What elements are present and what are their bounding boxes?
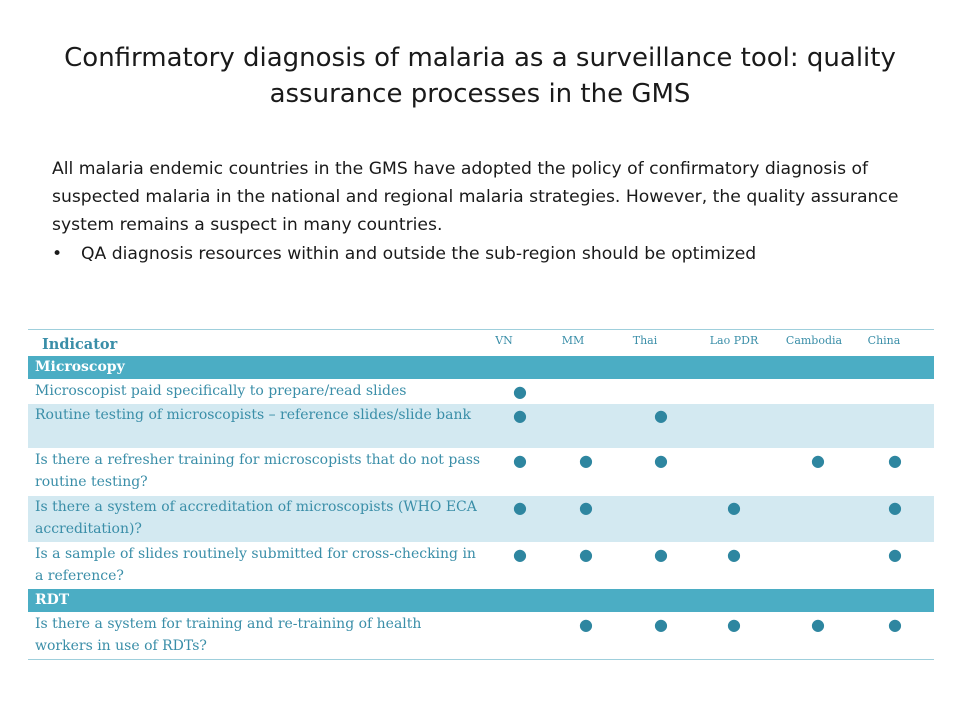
mark-mm-icon: ● — [579, 545, 593, 564]
mark-thai-icon: ● — [654, 451, 668, 470]
column-header-lao-pdr: Lao PDR — [709, 334, 759, 347]
table-row: Is there a system for training and re-tr… — [28, 612, 934, 660]
row-label: Routine testing of microscopists – refer… — [35, 407, 471, 423]
row-label: Is there a system of accreditation of mi… — [35, 499, 477, 537]
table-row: Is there a system of accreditation of mi… — [28, 495, 934, 542]
indicator-table: Indicator VN MM Thai Lao PDR Cambodia Ch… — [28, 329, 934, 660]
slide-title: Confirmatory diagnosis of malaria as a s… — [64, 43, 896, 109]
bullet-icon: • — [52, 244, 63, 264]
mark-china-icon: ● — [888, 545, 902, 564]
mark-mm-icon: ● — [579, 451, 593, 470]
table-row: Microscopist paid specifically to prepar… — [28, 379, 934, 403]
mark-cambodia-icon: ● — [811, 451, 825, 470]
section-row-rdt: RDT — [28, 589, 934, 612]
bullet-item: • QA diagnosis resources within and outs… — [52, 240, 932, 268]
intro-paragraph: All malaria endemic countries in the GMS… — [52, 159, 899, 235]
indicator-header: Indicator — [42, 336, 118, 353]
table-row: Is there a refresher training for micros… — [28, 448, 934, 495]
row-label: Is there a refresher training for micros… — [35, 452, 481, 490]
mark-vn-icon: ● — [513, 545, 527, 564]
mark-china-icon: ● — [888, 615, 902, 634]
mark-lao-pdr-icon: ● — [727, 615, 741, 634]
table-row: Is a sample of slides routinely submitte… — [28, 542, 934, 589]
column-header-cambodia: Cambodia — [785, 334, 843, 347]
mark-thai-icon: ● — [654, 545, 668, 564]
mark-thai-icon: ● — [654, 615, 668, 634]
mark-mm-icon: ● — [579, 498, 593, 517]
column-header-mm: MM — [561, 334, 585, 347]
mark-lao-pdr-icon: ● — [727, 545, 741, 564]
mark-vn-icon: ● — [513, 451, 527, 470]
mark-vn-icon: ● — [513, 498, 527, 517]
mark-china-icon: ● — [888, 451, 902, 470]
bullet-text: QA diagnosis resources within and outsid… — [81, 244, 757, 264]
row-label: Is a sample of slides routinely submitte… — [35, 546, 476, 584]
mark-vn-icon: ● — [513, 406, 527, 425]
mark-thai-icon: ● — [654, 406, 668, 425]
mark-lao-pdr-icon: ● — [727, 498, 741, 517]
column-header-china: China — [867, 334, 901, 347]
mark-cambodia-icon: ● — [811, 615, 825, 634]
row-label: Is there a system for training and re-tr… — [35, 616, 422, 654]
table-header: Indicator VN MM Thai Lao PDR Cambodia Ch… — [28, 329, 934, 356]
column-header-vn: VN — [495, 334, 513, 347]
column-header-thai: Thai — [632, 334, 658, 347]
mark-mm-icon: ● — [579, 615, 593, 634]
mark-china-icon: ● — [888, 498, 902, 517]
mark-vn-icon: ● — [513, 382, 527, 401]
row-label: Microscopist paid specifically to prepar… — [35, 383, 407, 399]
table-row: Routine testing of microscopists – refer… — [28, 403, 934, 448]
section-row-microscopy: Microscopy — [28, 356, 934, 379]
